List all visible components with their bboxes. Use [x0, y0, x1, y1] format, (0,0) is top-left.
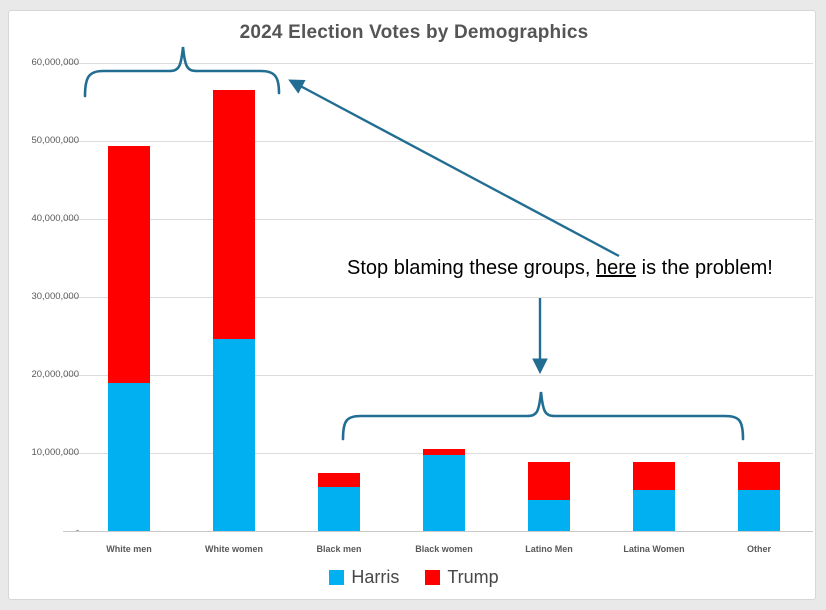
- legend-item-harris[interactable]: Harris: [329, 567, 399, 588]
- x-axis-label: Other: [746, 544, 771, 554]
- y-axis-label: 30,000,000: [31, 291, 79, 302]
- bar-other-harris[interactable]: [738, 490, 780, 531]
- chart-frame: 2024 Election Votes by Demographics - 10,…: [8, 10, 816, 600]
- bar-black-men-harris[interactable]: [318, 487, 360, 531]
- x-axis-label: Latino Men: [525, 544, 573, 554]
- y-axis-label: -: [9, 525, 79, 536]
- legend-item-trump[interactable]: Trump: [425, 567, 499, 588]
- bar-latino-men-harris[interactable]: [528, 499, 570, 531]
- harris-swatch-icon: [329, 570, 345, 585]
- bar-other-trump[interactable]: [738, 461, 780, 491]
- bar-latino-men-trump[interactable]: [528, 462, 570, 500]
- y-axis-label: 10,000,000: [31, 447, 79, 458]
- legend: Harris Trump: [9, 567, 819, 588]
- gridline: [63, 63, 813, 64]
- x-axis-label: White women: [205, 544, 263, 554]
- bar-latina-women-harris[interactable]: [633, 490, 675, 531]
- gridline: [63, 141, 813, 142]
- bar-white-women-harris[interactable]: [213, 339, 255, 531]
- y-axis-label: 60,000,000: [31, 57, 79, 68]
- bar-black-women-harris[interactable]: [423, 455, 465, 531]
- gridline: [63, 219, 813, 220]
- x-axis-label: White men: [106, 544, 152, 554]
- bar-black-women-trump[interactable]: [423, 449, 465, 456]
- annotation-text-after: is the problem!: [636, 257, 773, 279]
- y-axis-label: 40,000,000: [31, 213, 79, 224]
- annotation-textbox[interactable]: Stop blaming these groups, here is the p…: [347, 257, 773, 280]
- bar-white-men-harris[interactable]: [108, 382, 150, 531]
- gridline: [63, 375, 813, 376]
- annotation-text-before: Stop blaming these groups,: [347, 257, 597, 279]
- y-axis-label: 20,000,000: [31, 369, 79, 380]
- legend-label-trump: Trump: [447, 567, 499, 587]
- legend-label-harris: Harris: [351, 567, 400, 587]
- bar-black-men-trump[interactable]: [318, 473, 360, 488]
- trump-swatch-icon: [425, 570, 441, 585]
- x-axis-line: [63, 531, 813, 532]
- plot-area: - 10,000,000 20,000,000 30,000,000 40,000,00…: [9, 11, 819, 603]
- x-axis-label: Black women: [415, 544, 473, 554]
- chart-title[interactable]: 2024 Election Votes by Demographics: [239, 22, 589, 43]
- bar-latina-women-trump[interactable]: [633, 461, 675, 491]
- x-axis-label: Black men: [316, 544, 362, 554]
- y-axis-label: 50,000,000: [31, 135, 79, 146]
- bar-white-women-trump[interactable]: [213, 90, 255, 340]
- x-axis-label: Latina Women: [623, 544, 685, 554]
- gridline: [63, 297, 813, 298]
- annotation-text-underlined: here: [596, 257, 637, 279]
- bar-white-men-trump[interactable]: [108, 146, 150, 383]
